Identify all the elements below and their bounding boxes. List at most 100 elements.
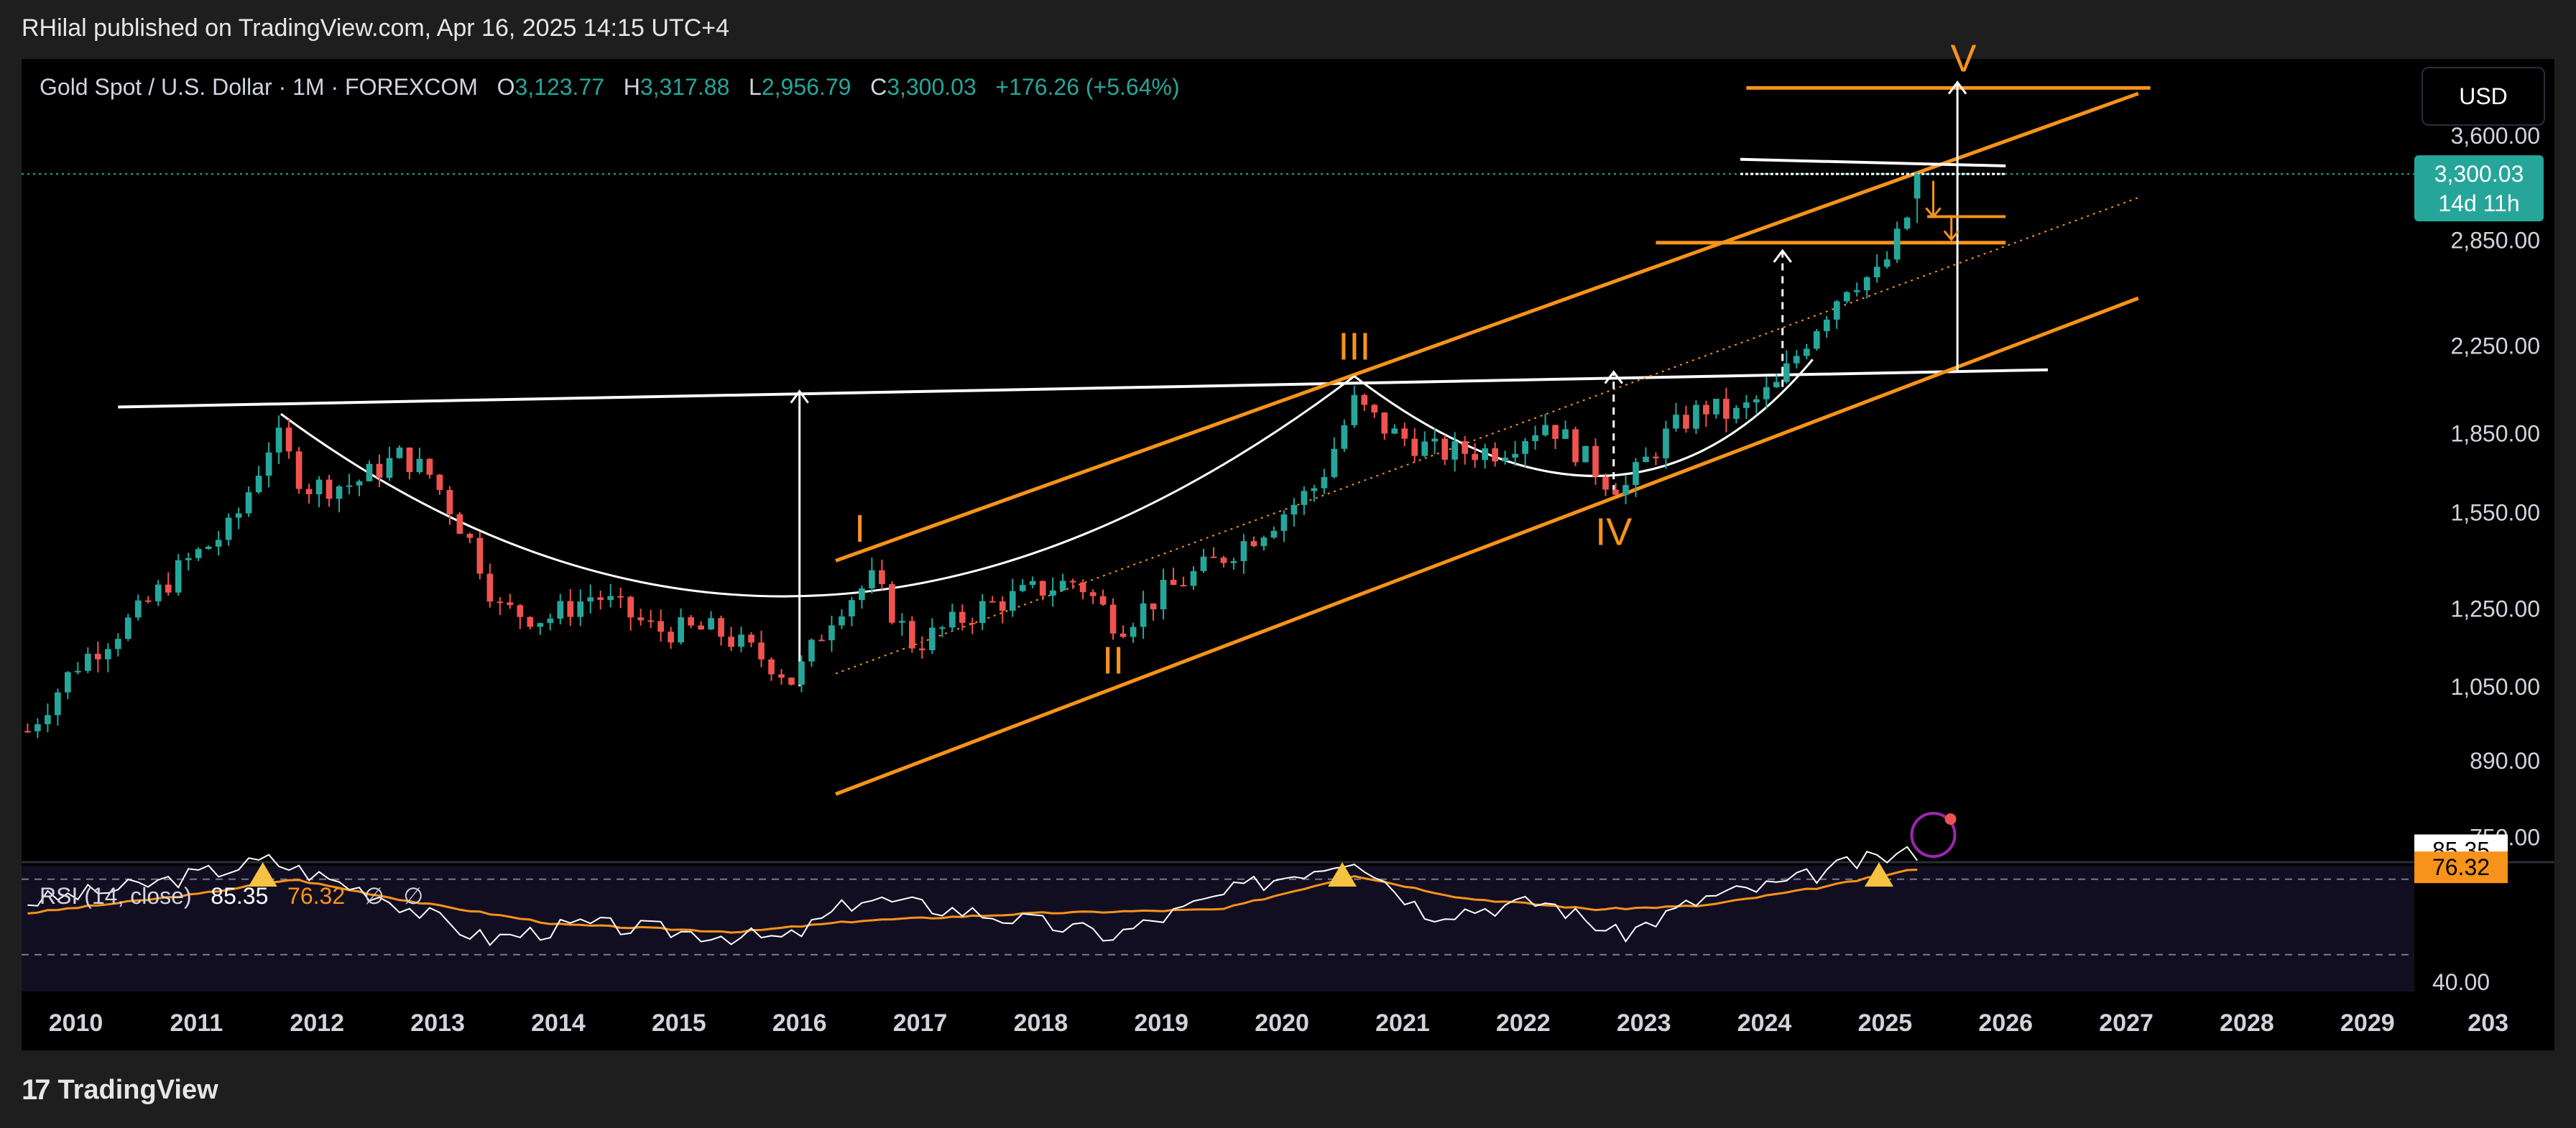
open-label: O <box>497 74 515 100</box>
candle-body <box>1130 627 1137 637</box>
wave-label: IV <box>1595 510 1632 553</box>
wave-label: III <box>1338 325 1370 368</box>
candle-body <box>154 584 162 601</box>
rsi-line <box>27 846 1919 947</box>
candle-body <box>1039 581 1046 596</box>
candle-body <box>1431 438 1439 442</box>
candle-body <box>1109 604 1117 634</box>
candle-body <box>1180 585 1187 587</box>
candle-body <box>1160 580 1167 610</box>
currency-button[interactable]: USD <box>2422 67 2545 126</box>
time-tick-label: 2020 <box>1255 1009 1309 1037</box>
wave-label: II <box>1102 639 1124 683</box>
candle-body <box>1230 560 1237 563</box>
candle-body <box>144 600 152 602</box>
candle-body <box>989 601 996 603</box>
candle-body <box>1693 404 1699 429</box>
candle-body <box>34 724 41 731</box>
candle-body <box>537 623 544 627</box>
candle-body <box>476 537 484 574</box>
candle-body <box>426 458 433 475</box>
candle-body <box>255 476 262 493</box>
candle-body <box>1863 277 1870 290</box>
candle-layer <box>24 171 1921 739</box>
price-tick-label: 1,850.00 <box>2450 420 2540 446</box>
candle-body <box>1703 404 1709 415</box>
candle-body <box>245 492 252 514</box>
close-value: 3,300.03 <box>887 74 977 100</box>
candle-body <box>567 601 574 617</box>
current-price-badge <box>2414 155 2544 222</box>
candle-body <box>839 616 845 626</box>
candle-body <box>305 489 313 494</box>
candle-body <box>1823 319 1830 331</box>
candle-body <box>879 570 885 585</box>
channel-upper-line <box>835 91 2139 563</box>
candle-body <box>65 672 71 693</box>
candle-body <box>386 458 393 478</box>
rsi-layer <box>22 846 2414 956</box>
candle-body <box>627 596 634 618</box>
candle-body <box>285 427 292 452</box>
candle-body <box>1763 387 1770 399</box>
candle-body <box>1773 382 1780 387</box>
rsi-band-background <box>22 866 2414 991</box>
candle-body <box>497 601 504 604</box>
symbol-label[interactable]: Gold Spot / U.S. Dollar · 1M · FOREXCOM <box>40 74 478 100</box>
rsi-title[interactable]: RSI (14, close) <box>40 883 192 909</box>
time-tick-label: 2024 <box>1737 1009 1792 1037</box>
candle-body <box>547 619 554 624</box>
footer-brand-text: TradingView <box>57 1075 218 1105</box>
time-tick-label: 2015 <box>652 1009 706 1037</box>
candle-body <box>315 479 323 494</box>
candle-body <box>1381 412 1388 434</box>
rsi-extra-2: ∅ <box>403 883 424 909</box>
candle-body <box>1120 633 1127 637</box>
candle-body <box>1301 491 1308 505</box>
candle-body <box>1220 558 1227 563</box>
candle-body <box>1502 457 1508 462</box>
warning-icon <box>1865 862 1893 887</box>
time-tick-label: 2026 <box>1978 1009 2033 1037</box>
flash-alert-icon <box>1910 812 1957 858</box>
rsi-ma-badge <box>2414 851 2508 884</box>
measured-move-arrow-2-head <box>1947 80 1967 95</box>
candle-body <box>928 627 936 651</box>
candle-body <box>1793 356 1800 364</box>
candle-body <box>1069 581 1076 583</box>
candle-body <box>798 661 805 685</box>
neckline-line <box>118 368 2049 409</box>
candle-body <box>205 546 212 550</box>
time-tick-label: 2025 <box>1858 1009 1913 1037</box>
candle-body <box>1049 590 1056 596</box>
candle-body <box>1813 330 1820 349</box>
candle-body <box>295 451 303 489</box>
candle-body <box>1200 556 1207 571</box>
candle-body <box>1150 603 1157 610</box>
candle-body <box>1512 453 1518 458</box>
candle-body <box>1240 541 1247 561</box>
candle-body <box>1250 541 1257 547</box>
candle-body <box>1743 402 1750 408</box>
time-tick-label: 2023 <box>1617 1009 1671 1037</box>
candle-body <box>597 597 604 601</box>
candle-body <box>1673 415 1679 429</box>
candle-body <box>869 570 875 588</box>
ohlc-legend: Gold Spot / U.S. Dollar · 1M · FOREXCOM … <box>40 74 1180 101</box>
time-tick-label: 2018 <box>1014 1009 1068 1037</box>
candle-body <box>587 597 594 602</box>
candle-body <box>1562 429 1569 439</box>
candle-body <box>1913 174 1921 199</box>
candle-body <box>557 601 564 619</box>
candle-body <box>1843 292 1850 302</box>
candle-body <box>1612 489 1619 495</box>
candle-body <box>818 639 825 642</box>
candle-body <box>456 514 463 535</box>
candle-body <box>366 463 373 481</box>
candle-body <box>1482 448 1489 461</box>
orange-down-arrow-head <box>1943 230 1959 241</box>
candle-body <box>1421 441 1428 456</box>
candle-body <box>728 637 734 647</box>
footer-brand[interactable]: 17 TradingView <box>22 1074 218 1106</box>
